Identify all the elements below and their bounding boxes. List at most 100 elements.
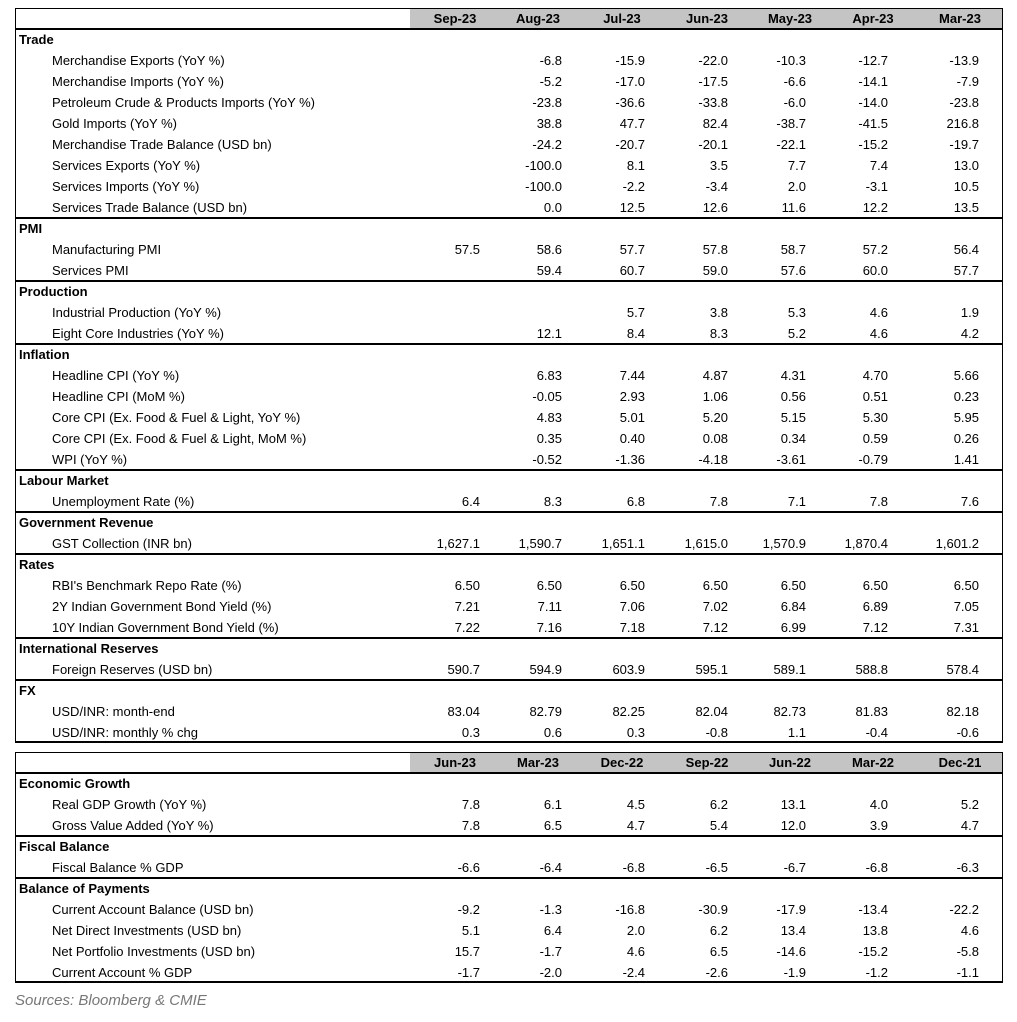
cell-value: 4.70 <box>862 368 888 383</box>
row-label: RBI's Benchmark Repo Rate (%) <box>52 578 242 593</box>
cell-value: 8.3 <box>709 326 728 341</box>
cell-value: 4.6 <box>869 305 888 320</box>
cell-value: -30.9 <box>698 902 728 917</box>
source-note: Sources: Bloomberg & CMIE <box>15 992 207 1009</box>
cell-value: 1.9 <box>960 305 979 320</box>
row-label: Unemployment Rate (%) <box>52 494 195 509</box>
cell-value: 5.7 <box>626 305 645 320</box>
column-header: Mar-23 <box>939 11 981 26</box>
row-label: Net Direct Investments (USD bn) <box>52 923 242 938</box>
row-label: USD/INR: month-end <box>52 704 175 719</box>
cell-value: -0.79 <box>858 452 888 467</box>
cell-value: -5.2 <box>539 74 562 89</box>
column-header: Jun-22 <box>769 755 811 770</box>
cell-value: -100.0 <box>525 158 562 173</box>
cell-value: -1.2 <box>865 965 888 980</box>
row-label: Eight Core Industries (YoY %) <box>52 326 224 341</box>
cell-value: 81.83 <box>855 704 888 719</box>
column-header: Sep-23 <box>433 11 477 26</box>
cell-value: -1.36 <box>615 452 645 467</box>
cell-value: 12.1 <box>536 326 562 341</box>
cell-value: -0.05 <box>532 389 562 404</box>
section-divider <box>15 877 1003 879</box>
section-divider <box>15 28 1003 30</box>
column-header: Jun-23 <box>434 755 476 770</box>
cell-value: 4.6 <box>626 944 645 959</box>
cell-value: 60.0 <box>862 263 888 278</box>
row-label: Gross Value Added (YoY %) <box>52 818 214 833</box>
row-label: Fiscal Balance % GDP <box>52 860 184 875</box>
cell-value: -36.6 <box>615 95 645 110</box>
cell-value: 7.22 <box>454 620 480 635</box>
cell-value: 13.0 <box>953 158 979 173</box>
header-background <box>410 8 1003 29</box>
cell-value: 5.30 <box>862 410 888 425</box>
cell-value: -2.2 <box>622 179 645 194</box>
cell-value: -1.1 <box>956 965 979 980</box>
cell-value: -23.8 <box>949 95 979 110</box>
cell-value: 82.04 <box>695 704 728 719</box>
cell-value: 7.21 <box>454 599 480 614</box>
cell-value: 0.56 <box>780 389 806 404</box>
cell-value: 216.8 <box>946 116 979 131</box>
cell-value: 5.3 <box>787 305 806 320</box>
cell-value: 58.7 <box>780 242 806 257</box>
cell-value: 1.41 <box>953 452 979 467</box>
column-header: Mar-22 <box>852 755 894 770</box>
row-label: 10Y Indian Government Bond Yield (%) <box>52 620 279 635</box>
table-border <box>15 752 1003 983</box>
cell-value: 5.01 <box>619 410 645 425</box>
cell-value: 60.7 <box>619 263 645 278</box>
cell-value: 47.7 <box>619 116 645 131</box>
cell-value: 4.5 <box>626 797 645 812</box>
cell-value: 12.0 <box>780 818 806 833</box>
column-header: Sep-22 <box>685 755 729 770</box>
section-divider <box>15 343 1003 345</box>
cell-value: 5.95 <box>953 410 979 425</box>
cell-value: 5.1 <box>461 923 480 938</box>
cell-value: 8.3 <box>543 494 562 509</box>
cell-value: -13.9 <box>949 53 979 68</box>
cell-value: 1,627.1 <box>436 536 480 551</box>
cell-value: -6.6 <box>457 860 480 875</box>
cell-value: 57.5 <box>454 242 480 257</box>
cell-value: -6.0 <box>783 95 806 110</box>
cell-value: 57.2 <box>862 242 888 257</box>
cell-value: 13.4 <box>780 923 806 938</box>
row-label: Current Account Balance (USD bn) <box>52 902 254 917</box>
cell-value: 2.93 <box>619 389 645 404</box>
cell-value: -6.6 <box>783 74 806 89</box>
row-label: Merchandise Trade Balance (USD bn) <box>52 137 272 152</box>
section-divider <box>15 637 1003 639</box>
cell-value: 0.51 <box>862 389 888 404</box>
cell-value: 7.8 <box>709 494 728 509</box>
cell-value: 3.8 <box>709 305 728 320</box>
cell-value: -1.9 <box>783 965 806 980</box>
cell-value: 7.44 <box>619 368 645 383</box>
cell-value: 57.6 <box>780 263 806 278</box>
cell-value: 3.5 <box>709 158 728 173</box>
cell-value: 6.83 <box>536 368 562 383</box>
cell-value: 595.1 <box>695 662 728 677</box>
cell-value: -20.7 <box>615 137 645 152</box>
cell-value: -0.8 <box>705 725 728 740</box>
cell-value: -3.1 <box>865 179 888 194</box>
cell-value: 6.50 <box>702 578 728 593</box>
section-divider <box>15 511 1003 513</box>
cell-value: 13.1 <box>780 797 806 812</box>
section-title: Labour Market <box>19 473 109 488</box>
cell-value: -14.6 <box>776 944 806 959</box>
cell-value: 12.6 <box>702 200 728 215</box>
cell-value: -5.8 <box>956 944 979 959</box>
cell-value: 7.8 <box>461 797 480 812</box>
column-header: Jun-23 <box>686 11 728 26</box>
row-label: Core CPI (Ex. Food & Fuel & Light, MoM %… <box>52 431 307 446</box>
row-label: Petroleum Crude & Products Imports (YoY … <box>52 95 316 110</box>
section-title: Government Revenue <box>19 515 154 530</box>
cell-value: -100.0 <box>525 179 562 194</box>
cell-value: 57.7 <box>953 263 979 278</box>
cell-value: 0.35 <box>536 431 562 446</box>
cell-value: -15.9 <box>615 53 645 68</box>
cell-value: 59.0 <box>702 263 728 278</box>
